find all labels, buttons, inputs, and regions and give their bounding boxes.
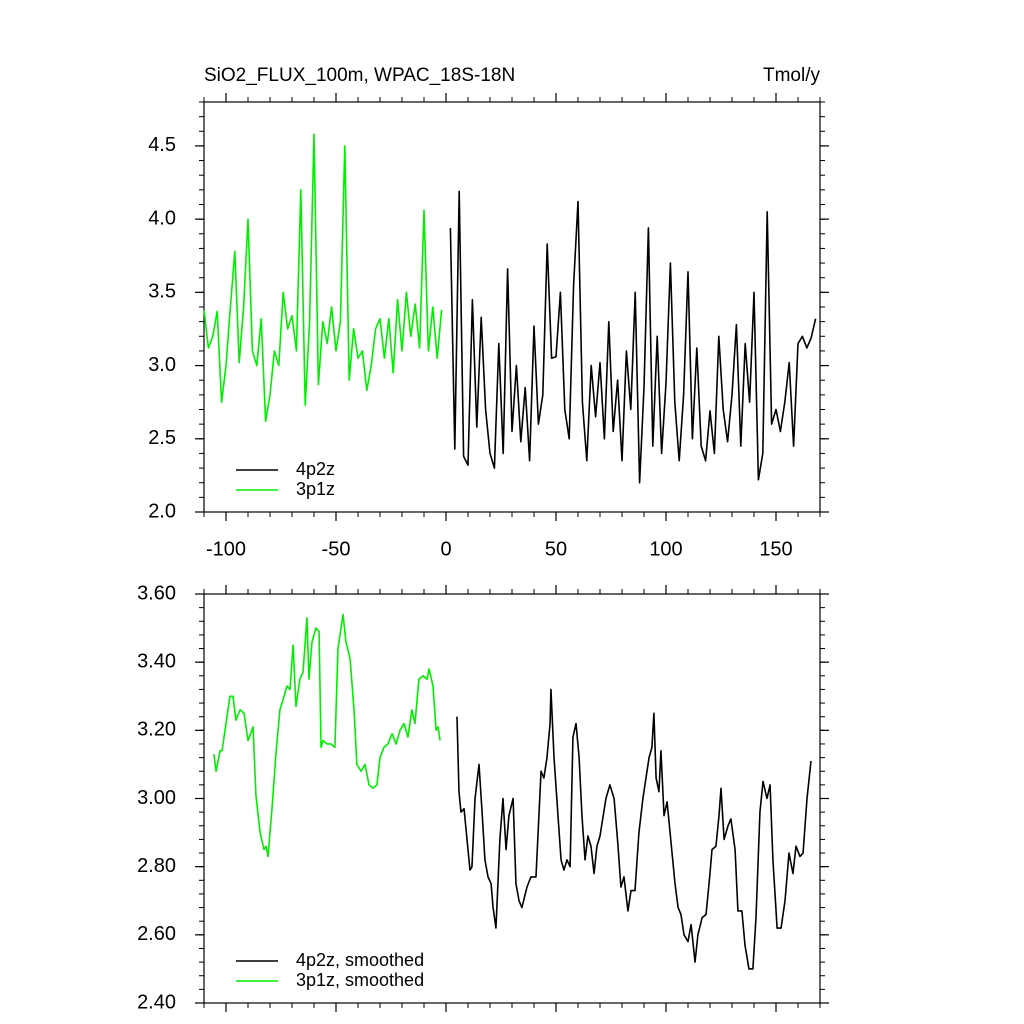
x-tick-label: -50 (322, 538, 351, 560)
legend-label: 4p2z (296, 459, 335, 479)
y-tick-label: 4.0 (148, 207, 176, 229)
y-tick-label: 2.80 (137, 855, 176, 877)
chart-title: SiO2_FLUX_100m, WPAC_18S-18N (204, 65, 515, 86)
x-tick-label: 50 (545, 538, 567, 560)
data-line (456, 688, 812, 970)
plot-frame (203, 101, 821, 513)
y-tick-label: 2.0 (148, 500, 176, 522)
y-tick-label: 4.5 (148, 134, 176, 156)
y-tick-label: 2.60 (137, 923, 176, 945)
y-tick-label: 2.5 (148, 427, 176, 449)
data-line (213, 613, 441, 858)
x-tick-label: -100 (206, 538, 246, 560)
legend-label: 3p1z, smoothed (296, 970, 424, 990)
y-tick-label: 3.00 (137, 787, 176, 809)
data-line (449, 190, 817, 484)
x-tick-label: 0 (440, 538, 451, 560)
data-line (203, 133, 443, 423)
x-tick-label: 150 (759, 538, 792, 560)
y-tick-label: 3.5 (148, 281, 176, 303)
plot-frame (203, 593, 821, 1004)
y-tick-label: 3.0 (148, 354, 176, 376)
y-tick-label: 2.40 (137, 991, 176, 1013)
y-tick-label: 3.20 (137, 719, 176, 741)
units-label: Tmol/y (763, 65, 821, 86)
y-tick-label: 3.40 (137, 650, 176, 672)
x-tick-label: 100 (649, 538, 682, 560)
legend-label: 4p2z, smoothed (296, 950, 424, 970)
legend-label: 3p1z (296, 479, 335, 499)
y-tick-label: 3.60 (137, 582, 176, 604)
